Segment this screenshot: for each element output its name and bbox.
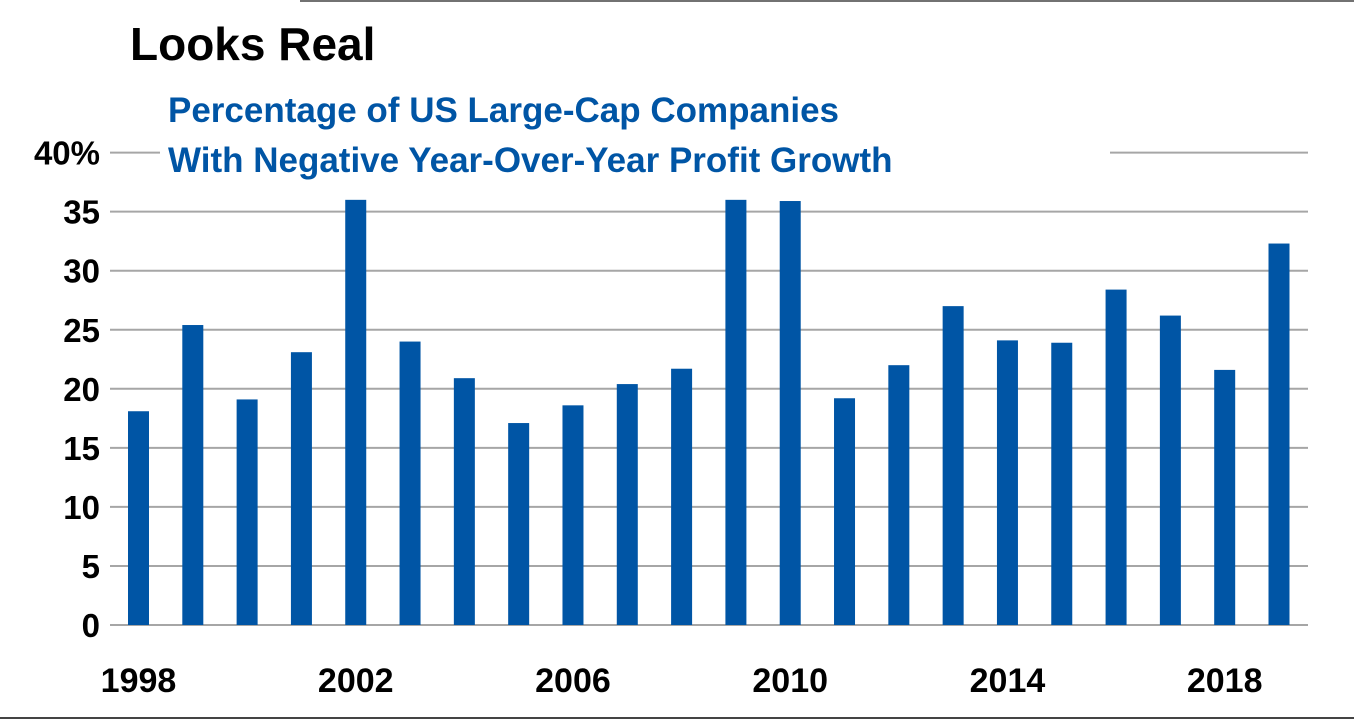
y-tick-label: 0 <box>82 607 100 644</box>
bar-2001 <box>290 352 312 625</box>
bar-2016 <box>1105 289 1127 625</box>
x-tick-label: 1998 <box>101 662 177 700</box>
bar-2007 <box>616 384 638 625</box>
bar-2013 <box>942 306 964 625</box>
bar-1999 <box>182 325 204 625</box>
y-tick-label: 20 <box>63 371 100 408</box>
y-tick-label: 10 <box>63 489 100 526</box>
bar-2015 <box>1051 342 1073 625</box>
y-tick-label: 15 <box>63 430 100 467</box>
y-tick-label: 25 <box>63 312 100 349</box>
x-tick-label: 2014 <box>970 662 1046 700</box>
bar-1998 <box>128 411 149 625</box>
bar-2000 <box>236 399 258 625</box>
bar-2012 <box>888 365 910 625</box>
y-tick-label: 40% <box>34 135 100 172</box>
bar-2006 <box>562 405 584 625</box>
bar-2011 <box>834 398 856 625</box>
chart-subtitle-line-2: With Negative Year-Over-Year Profit Grow… <box>168 141 893 180</box>
bar-2019 <box>1268 243 1290 626</box>
y-tick-label: 35 <box>63 194 100 231</box>
bar-2004 <box>453 378 475 625</box>
bar-2002 <box>345 199 367 625</box>
bar-2014 <box>996 340 1018 625</box>
bar-2003 <box>399 341 421 625</box>
chart-title: Looks Real <box>130 18 375 70</box>
bar-2005 <box>508 423 530 625</box>
bar-2008 <box>671 368 693 625</box>
chart-subtitle-line-1: Percentage of US Large-Cap Companies <box>168 91 839 130</box>
x-tick-label: 2006 <box>535 662 611 700</box>
bar-2017 <box>1159 315 1181 625</box>
bar-2010 <box>779 201 801 625</box>
bar-2018 <box>1214 369 1236 625</box>
subtitle-backdrop <box>160 138 1110 174</box>
y-tick-label: 30 <box>63 253 100 290</box>
x-tick-label: 2010 <box>752 662 828 700</box>
bar-2009 <box>725 199 747 625</box>
x-tick-label: 2018 <box>1187 662 1263 700</box>
x-tick-label: 2002 <box>318 662 394 700</box>
y-tick-label: 5 <box>82 548 100 585</box>
